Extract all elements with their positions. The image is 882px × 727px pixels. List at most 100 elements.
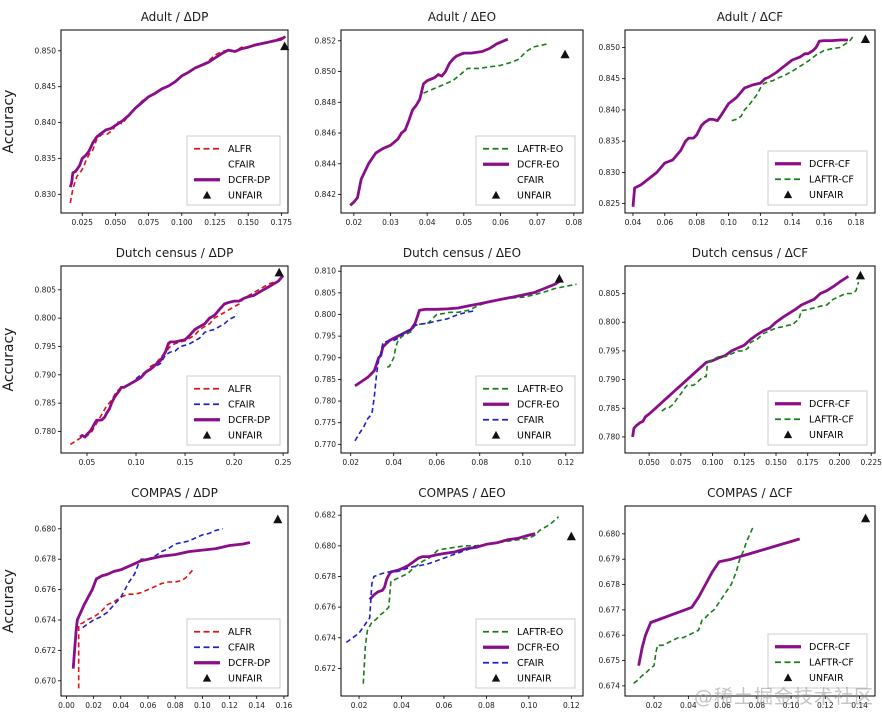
legend-handle-triangle bbox=[783, 673, 793, 682]
series-laftr-cf bbox=[633, 525, 755, 684]
legend-label: DCFR-DP bbox=[228, 415, 270, 426]
x-tick-label: 0.175 bbox=[271, 218, 293, 227]
axes-box bbox=[60, 505, 289, 697]
legend-handle-triangle bbox=[783, 430, 793, 439]
y-tick-label: 0.780 bbox=[35, 427, 57, 436]
x-tick-label: 0.14 bbox=[784, 218, 801, 227]
y-tick-label: 0.674 bbox=[599, 681, 621, 690]
y-axis-ticks: 0.825 0.830 0.835 0.840 0.845 0.850 bbox=[599, 43, 625, 208]
x-tick-label: 0.075 bbox=[670, 458, 692, 467]
y-tick-label: 0.785 bbox=[35, 399, 57, 408]
x-tick-label: 0.06 bbox=[656, 218, 673, 227]
x-tick-label: 0.10 bbox=[521, 701, 538, 710]
legend-label: DCFR-EO bbox=[517, 159, 560, 170]
y-tick-label: 0.680 bbox=[35, 524, 57, 533]
y-tick-label: 0.842 bbox=[315, 190, 337, 199]
legend-handle-triangle bbox=[202, 430, 212, 439]
series-dcfr-cf bbox=[631, 275, 850, 438]
chart-svg-compas-dp: COMPAS / ΔDP Accuracy 0.00 0.02 0.04 0.06 0.08… bbox=[1, 486, 292, 710]
legend-label: UNFAIR bbox=[809, 190, 844, 201]
x-tick-label: 0.150 bbox=[237, 218, 259, 227]
series-cfair bbox=[354, 310, 474, 442]
x-tick-label: 0.025 bbox=[71, 218, 93, 227]
unfair-marker bbox=[855, 270, 866, 280]
unfair-marker bbox=[560, 49, 570, 59]
series-laftr-cf bbox=[661, 281, 860, 412]
legend-label: DCFR-EO bbox=[517, 399, 560, 410]
axes-box bbox=[340, 505, 584, 697]
series-laftr-eo bbox=[362, 516, 560, 684]
x-axis-ticks: 0.02 0.04 0.06 0.08 0.10 0.12 bbox=[351, 696, 580, 710]
legend-handle-triangle bbox=[202, 190, 212, 199]
y-tick-label: 0.780 bbox=[315, 397, 337, 406]
x-tick-label: 0.12 bbox=[752, 218, 769, 227]
y-tick-label: 0.790 bbox=[35, 370, 57, 379]
chart-title: COMPAS / ΔEO bbox=[418, 486, 505, 500]
legend-label: LAFTR-CF bbox=[809, 174, 854, 185]
y-tick-label: 0.682 bbox=[315, 511, 337, 520]
legend-label: CFAIR bbox=[517, 175, 545, 186]
chart-title: Dutch census / ΔDP bbox=[116, 246, 234, 260]
y-tick-label: 0.835 bbox=[35, 154, 57, 163]
x-tick-label: 0.25 bbox=[275, 458, 292, 467]
y-axis-label: Accuracy bbox=[1, 328, 17, 392]
legend-label: LAFTR-EO bbox=[517, 144, 563, 155]
y-tick-label: 0.800 bbox=[35, 314, 57, 323]
y-tick-label: 0.670 bbox=[35, 676, 57, 685]
y-axis-ticks: 0.674 0.675 0.676 0.677 0.678 0.679 0.680 bbox=[599, 529, 625, 690]
y-tick-label: 0.785 bbox=[315, 375, 337, 384]
x-tick-label: 0.14 bbox=[851, 701, 868, 710]
y-tick-label: 0.680 bbox=[599, 529, 621, 538]
axes-box bbox=[340, 265, 584, 454]
y-tick-label: 0.846 bbox=[315, 129, 337, 138]
x-tick-label: 0.125 bbox=[204, 218, 226, 227]
y-tick-label: 0.800 bbox=[599, 318, 621, 327]
series-laftr-cf bbox=[731, 36, 854, 122]
x-tick-label: 0.06 bbox=[140, 701, 157, 710]
x-tick-label: 0.150 bbox=[765, 458, 787, 467]
y-axis-ticks: 0.830 0.835 0.840 0.845 0.850 bbox=[35, 46, 61, 199]
legend-handle-triangle bbox=[491, 430, 501, 439]
legend-box bbox=[767, 390, 868, 446]
y-tick-label: 0.830 bbox=[35, 190, 57, 199]
chart-svg-compas-eo: COMPAS / ΔEO 0.02 0.04 0.06 0.08 0.10 0.12 0.67… bbox=[315, 486, 584, 710]
x-tick-label: 0.20 bbox=[226, 458, 243, 467]
x-axis-ticks: 0.025 0.050 0.075 0.100 0.125 0.150 0.175 bbox=[71, 213, 292, 227]
y-axis-ticks: 0.670 0.672 0.674 0.676 0.678 0.680 bbox=[35, 524, 61, 685]
y-tick-label: 0.800 bbox=[315, 310, 337, 319]
subplot-dutch-eo: Dutch census / ΔEO 0.02 0.04 0.06 0.08 0.10 0.… bbox=[295, 240, 590, 480]
legend-label: CFAIR bbox=[228, 642, 256, 653]
legend-handle-triangle bbox=[491, 673, 501, 682]
x-tick-label: 0.16 bbox=[816, 218, 833, 227]
legend-label: UNFAIR bbox=[517, 190, 552, 201]
y-tick-label: 0.678 bbox=[599, 580, 621, 589]
series-laftr-eo bbox=[386, 283, 577, 369]
x-tick-label: 0.12 bbox=[563, 701, 580, 710]
legend-label: LAFTR-CF bbox=[809, 657, 854, 668]
y-tick-label: 0.680 bbox=[315, 541, 337, 550]
x-tick-label: 0.10 bbox=[720, 218, 737, 227]
x-tick-label: 0.18 bbox=[848, 218, 865, 227]
x-tick-label: 0.15 bbox=[177, 458, 194, 467]
x-tick-label: 0.225 bbox=[860, 458, 882, 467]
series-cfair bbox=[345, 545, 477, 644]
legend: ALFR CFAIR DCFR-DP UNFAIR bbox=[186, 135, 281, 206]
legend-label: LAFTR-CF bbox=[809, 414, 854, 425]
legend-box bbox=[475, 618, 576, 689]
x-tick-label: 0.10 bbox=[194, 701, 211, 710]
subplot-adult-eo: Adult / ΔEO 0.02 0.03 0.04 0.05 0.06 0.07 0.08 0… bbox=[295, 0, 590, 240]
x-tick-label: 0.12 bbox=[557, 458, 574, 467]
chart-title: Adult / ΔEO bbox=[428, 10, 496, 24]
y-axis-ticks: 0.842 0.844 0.846 0.848 0.850 0.852 bbox=[315, 36, 341, 199]
legend-box bbox=[767, 633, 868, 689]
x-tick-label: 0.08 bbox=[748, 701, 765, 710]
x-tick-label: 0.03 bbox=[382, 218, 399, 227]
x-tick-label: 0.04 bbox=[385, 458, 402, 467]
series-dcfr-dp bbox=[68, 35, 287, 188]
y-axis-label: Accuracy bbox=[1, 569, 17, 633]
chart-svg-compas-cf: COMPAS / ΔCF 0.02 0.04 0.06 0.08 0.10 0.12 0.14… bbox=[599, 486, 876, 710]
legend: ALFR CFAIR DCFR-DP UNFAIR bbox=[186, 618, 281, 689]
axes-box bbox=[624, 29, 876, 214]
